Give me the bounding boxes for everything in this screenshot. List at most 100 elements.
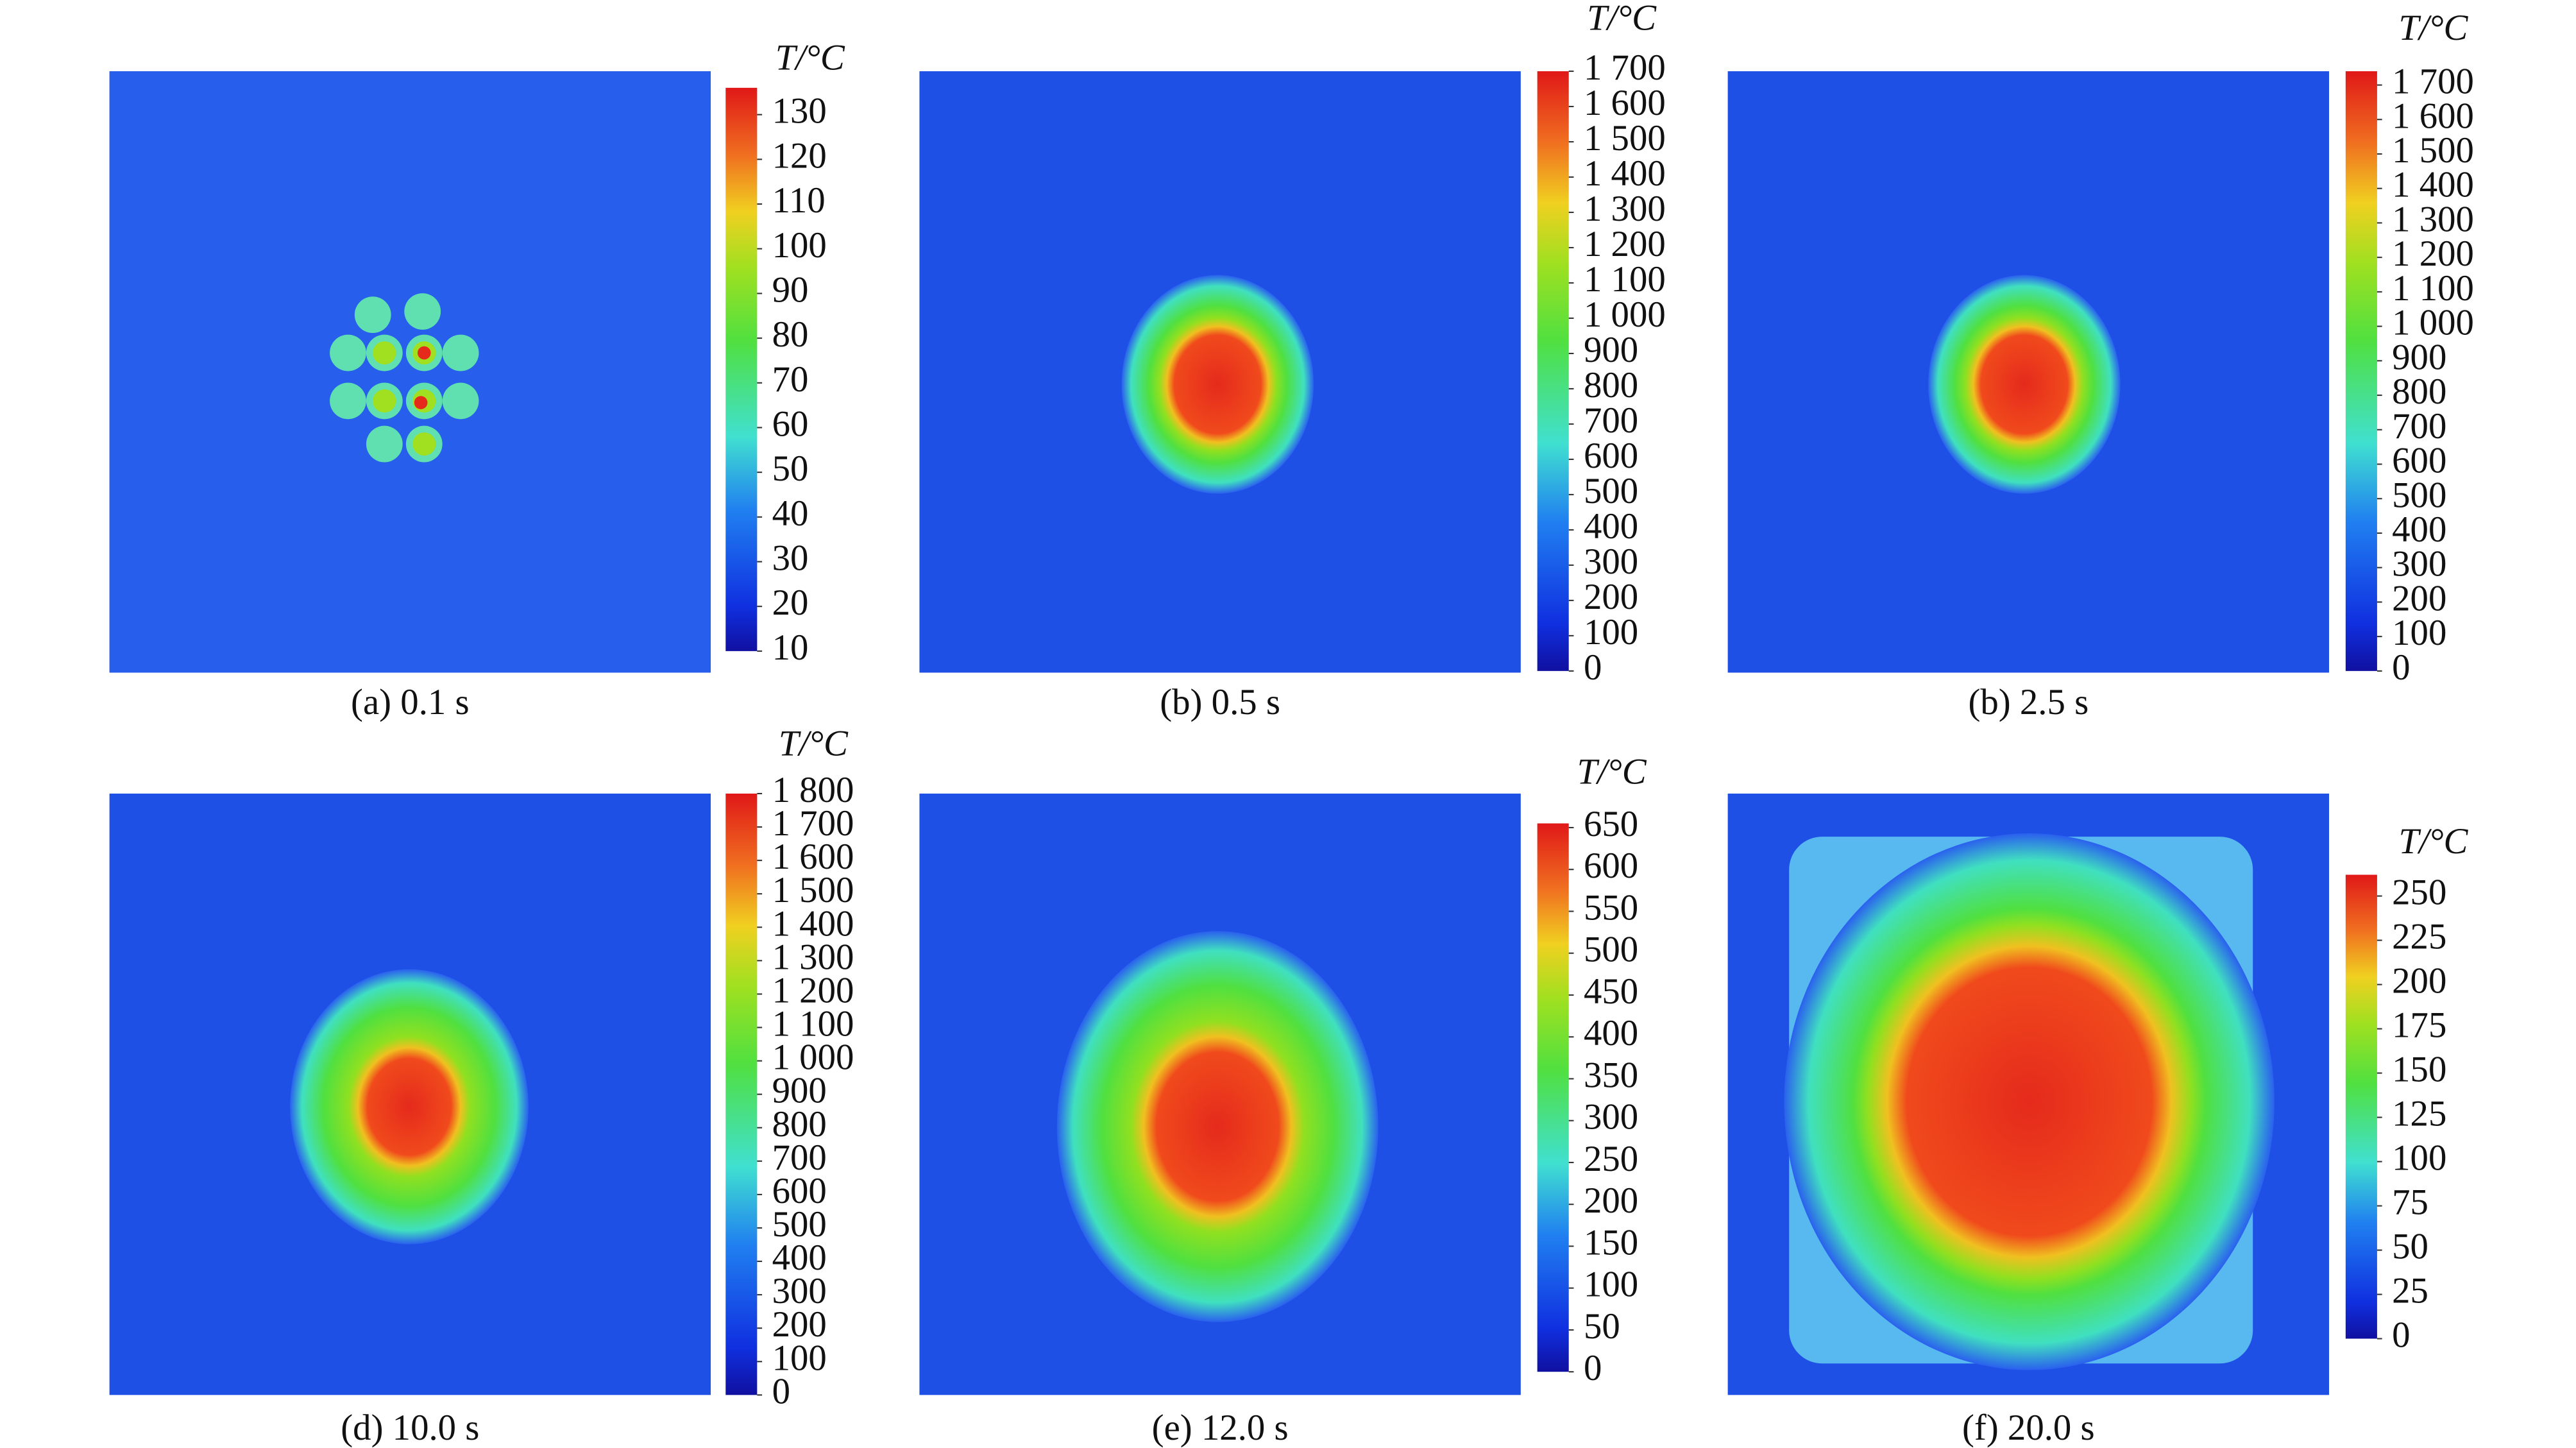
tick-label: 25	[2392, 1271, 2428, 1311]
tick-label: 175	[2392, 1005, 2446, 1046]
tick-label: 100	[2392, 613, 2446, 653]
tick-label: 550	[1584, 887, 1638, 928]
heatmap-spot	[373, 341, 396, 365]
colorbar	[725, 87, 758, 651]
tick-label: 500	[1584, 471, 1638, 511]
tick-label: 400	[2392, 509, 2446, 550]
tick-label: 1 200	[2392, 234, 2474, 274]
tick-label: 0	[1584, 647, 1602, 688]
tick-label: 800	[2392, 371, 2446, 412]
tick-label: 600	[1584, 846, 1638, 886]
tick-label: 150	[2392, 1050, 2446, 1090]
tick-label: 1 400	[2392, 165, 2474, 205]
heatmap-spot	[412, 432, 436, 456]
tick-label: 1 300	[2392, 199, 2474, 239]
tick-label: 200	[2392, 578, 2446, 618]
tick-label: 1 000	[1584, 294, 1666, 335]
tick-label: 30	[772, 538, 809, 579]
tick-label: 1 600	[772, 837, 854, 877]
tick-label: 100	[772, 1338, 827, 1378]
tick-label: 1 700	[772, 803, 854, 844]
tick-label: 80	[772, 314, 809, 355]
tick-label: 900	[2392, 337, 2446, 377]
heatmap-spot	[330, 382, 366, 420]
tick-label: 50	[1584, 1306, 1620, 1347]
heatmap-noise	[109, 71, 711, 673]
tick-label: 1 800	[772, 770, 854, 810]
heatmap-zone	[1928, 275, 2121, 494]
tick-label: 110	[772, 180, 826, 221]
tick-label: 1 500	[1584, 118, 1666, 158]
tick-label: 1 100	[772, 1004, 854, 1044]
tick-label: 50	[772, 448, 809, 489]
tick-label: 1 400	[772, 903, 854, 944]
heatmap-zone	[1056, 931, 1378, 1322]
caption: (b) 2.5 s	[1968, 682, 2089, 722]
tick-label: 1 200	[772, 970, 854, 1010]
tick-label: 0	[1584, 1348, 1602, 1388]
tick-label: 300	[2392, 544, 2446, 584]
heatmap-zone	[1121, 275, 1314, 494]
tick-label: 500	[1584, 930, 1638, 970]
caption: (b) 0.5 s	[1160, 682, 1280, 722]
heatmap-zone	[1784, 833, 2275, 1370]
caption: (f) 20.0 s	[1962, 1408, 2095, 1448]
tick-label: 500	[2392, 475, 2446, 515]
tick-label: 700	[772, 1137, 827, 1178]
tick-label: 900	[1584, 330, 1638, 370]
tick-label: 60	[772, 404, 809, 444]
tick-label: 1 000	[2392, 303, 2474, 343]
tick-label: 1 300	[772, 937, 854, 977]
tick-label: 700	[1584, 400, 1638, 441]
colorbar-label: T/°C	[1587, 0, 1657, 38]
tick-label: 50	[2392, 1227, 2428, 1267]
tick-label: 225	[2392, 917, 2446, 957]
tick-label: 450	[1584, 971, 1638, 1012]
heatmap-spot	[366, 425, 403, 463]
heatmap-spot	[404, 293, 441, 330]
heatmap-zone	[290, 969, 529, 1245]
colorbar-label: T/°C	[779, 724, 849, 764]
caption: (d) 10.0 s	[341, 1408, 479, 1448]
tick-label: 250	[2392, 873, 2446, 913]
tick-label: 600	[772, 1171, 827, 1211]
tick-label: 350	[1584, 1055, 1638, 1095]
colorbar	[2345, 71, 2377, 671]
caption: (e) 12.0 s	[1152, 1408, 1289, 1448]
tick-label: 100	[1584, 1265, 1638, 1305]
tick-label: 300	[772, 1271, 827, 1311]
tick-label: 400	[1584, 506, 1638, 547]
tick-label: 200	[1584, 577, 1638, 617]
heatmap-spot	[354, 296, 391, 334]
colorbar	[725, 793, 758, 1395]
tick-label: 1 000	[772, 1037, 854, 1078]
tick-label: 40	[772, 493, 809, 534]
heatmap-hotspot	[414, 396, 428, 409]
tick-label: 20	[772, 583, 809, 623]
heatmap-spot	[330, 334, 366, 371]
colorbar	[1537, 71, 1569, 671]
tick-label: 70	[772, 359, 809, 400]
tick-label: 130	[772, 91, 827, 132]
tick-label: 1 500	[772, 870, 854, 910]
tick-label: 300	[1584, 541, 1638, 582]
tick-label: 1 200	[1584, 224, 1666, 264]
tick-label: 1 600	[2392, 96, 2474, 136]
tick-label: 400	[772, 1238, 827, 1278]
tick-label: 120	[772, 135, 827, 176]
tick-label: 100	[772, 225, 827, 266]
tick-label: 1 500	[2392, 130, 2474, 171]
tick-label: 300	[1584, 1097, 1638, 1137]
tick-label: 1 700	[1584, 47, 1666, 88]
tick-label: 90	[772, 269, 809, 310]
tick-label: 1 400	[1584, 153, 1666, 194]
colorbar-label: T/°C	[2398, 821, 2468, 862]
tick-label: 1 600	[1584, 83, 1666, 123]
colorbar	[1537, 823, 1569, 1372]
tick-label: 150	[1584, 1222, 1638, 1263]
tick-label: 200	[772, 1304, 827, 1345]
tick-label: 600	[2392, 441, 2446, 481]
colorbar-label: T/°C	[2398, 8, 2468, 48]
heatmap-spot	[373, 389, 396, 413]
